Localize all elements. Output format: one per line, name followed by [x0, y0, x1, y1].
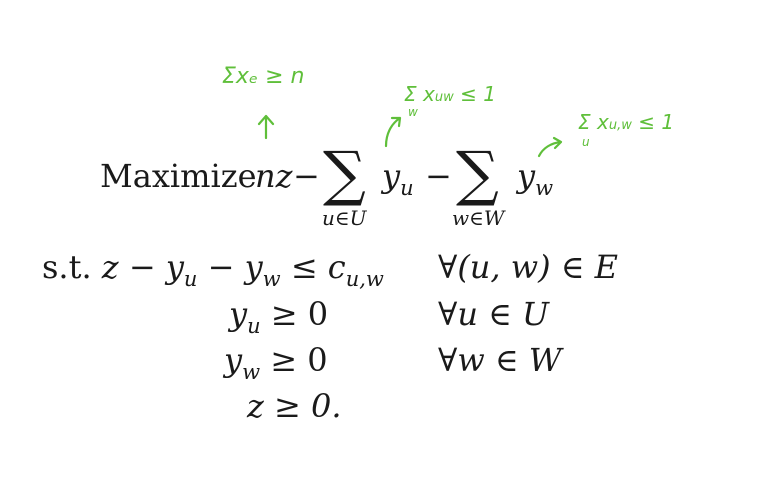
sum-index-w: w∈W	[452, 206, 505, 230]
objective-term: nz	[255, 157, 293, 195]
constraint-2-domain: ∀u ∈ U	[438, 295, 549, 333]
constraint-4-lhs: z ≥ 0.	[247, 387, 342, 425]
annotation-u-under: w	[408, 105, 418, 119]
curved-arrow-w-icon	[537, 136, 563, 158]
annotation-u: Σ xuw ≤ 1	[404, 82, 496, 106]
curved-arrow-u-icon	[384, 116, 402, 148]
arrow-up-icon	[257, 114, 275, 140]
constraint-3-domain: ∀w ∈ W	[438, 341, 562, 379]
annotation-w-under: u	[582, 135, 590, 149]
objective-y-u: yu	[382, 157, 414, 200]
constraint-3-lhs: yw ≥ 0	[224, 341, 328, 384]
minus-sign-1: −	[293, 157, 320, 195]
constraint-1-lhs: s.t. z − yu − yw ≤ cu,w	[42, 248, 384, 291]
annotation-z: Σxₑ ≥ n	[222, 64, 305, 89]
sum-index-u: u∈U	[322, 206, 367, 230]
objective-y-w: yw	[517, 157, 554, 200]
constraint-2-lhs: yu ≥ 0	[229, 295, 329, 338]
objective-keyword: Maximize	[100, 157, 257, 195]
sum-symbol-u: ∑	[323, 139, 366, 209]
annotation-w: Σ xu,w ≤ 1	[578, 110, 675, 134]
constraint-1-domain: ∀(u, w) ∈ E	[438, 248, 619, 286]
minus-sign-2: −	[425, 157, 452, 195]
sum-symbol-w: ∑	[456, 139, 499, 209]
